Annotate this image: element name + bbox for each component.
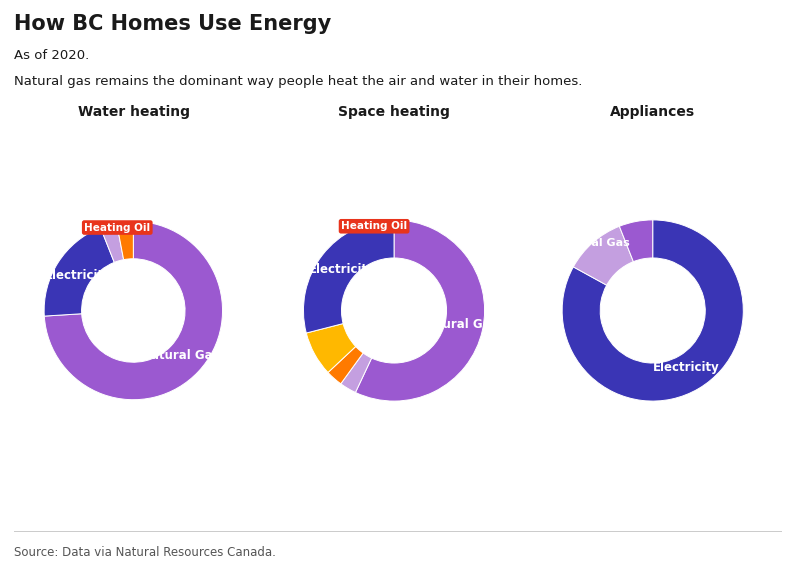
Wedge shape [619,220,653,262]
Text: Natural gas remains the dominant way people heat the air and water in their home: Natural gas remains the dominant way peo… [14,75,583,88]
Text: Electricity: Electricity [45,269,111,282]
Text: Source: Data via Natural Resources Canada.: Source: Data via Natural Resources Canad… [14,546,276,559]
Wedge shape [303,220,394,333]
Wedge shape [356,220,485,401]
Text: Appliances: Appliances [611,105,695,119]
Text: Water heating: Water heating [78,105,189,119]
Text: Natural Gas: Natural Gas [419,319,498,331]
Wedge shape [45,221,223,400]
Text: How BC Homes Use Energy: How BC Homes Use Energy [14,14,332,34]
Text: Electricity: Electricity [653,361,720,374]
Wedge shape [44,228,115,316]
Text: Electricity: Electricity [308,263,375,277]
Text: Space heating: Space heating [338,105,450,119]
Wedge shape [573,227,634,285]
Text: As of 2020.: As of 2020. [14,49,90,62]
Wedge shape [341,353,372,393]
Wedge shape [562,220,743,401]
Text: Heating Oil: Heating Oil [341,221,408,231]
Wedge shape [306,324,356,373]
Text: Natural Gas: Natural Gas [556,237,630,248]
Text: Natural Gas: Natural Gas [142,348,220,362]
Text: Heating Oil: Heating Oil [84,223,150,232]
Wedge shape [117,221,133,260]
Wedge shape [100,223,123,262]
Wedge shape [328,347,363,384]
